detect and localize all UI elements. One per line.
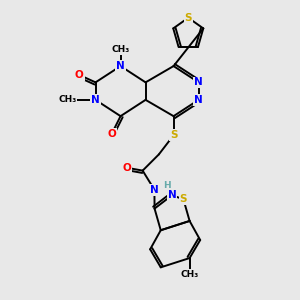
Text: N: N	[194, 77, 203, 87]
Text: O: O	[107, 129, 116, 139]
Text: N: N	[150, 185, 159, 195]
Text: N: N	[194, 95, 203, 105]
Text: S: S	[184, 13, 192, 23]
Text: CH₃: CH₃	[58, 95, 76, 104]
Text: N: N	[168, 190, 176, 200]
Text: CH₃: CH₃	[181, 270, 199, 279]
Text: N: N	[91, 95, 100, 105]
Text: O: O	[122, 163, 131, 173]
Text: CH₃: CH₃	[111, 45, 130, 54]
Text: S: S	[180, 194, 187, 204]
Text: O: O	[75, 70, 84, 80]
Text: N: N	[116, 61, 125, 71]
Text: S: S	[170, 130, 177, 140]
Text: H: H	[163, 181, 171, 190]
